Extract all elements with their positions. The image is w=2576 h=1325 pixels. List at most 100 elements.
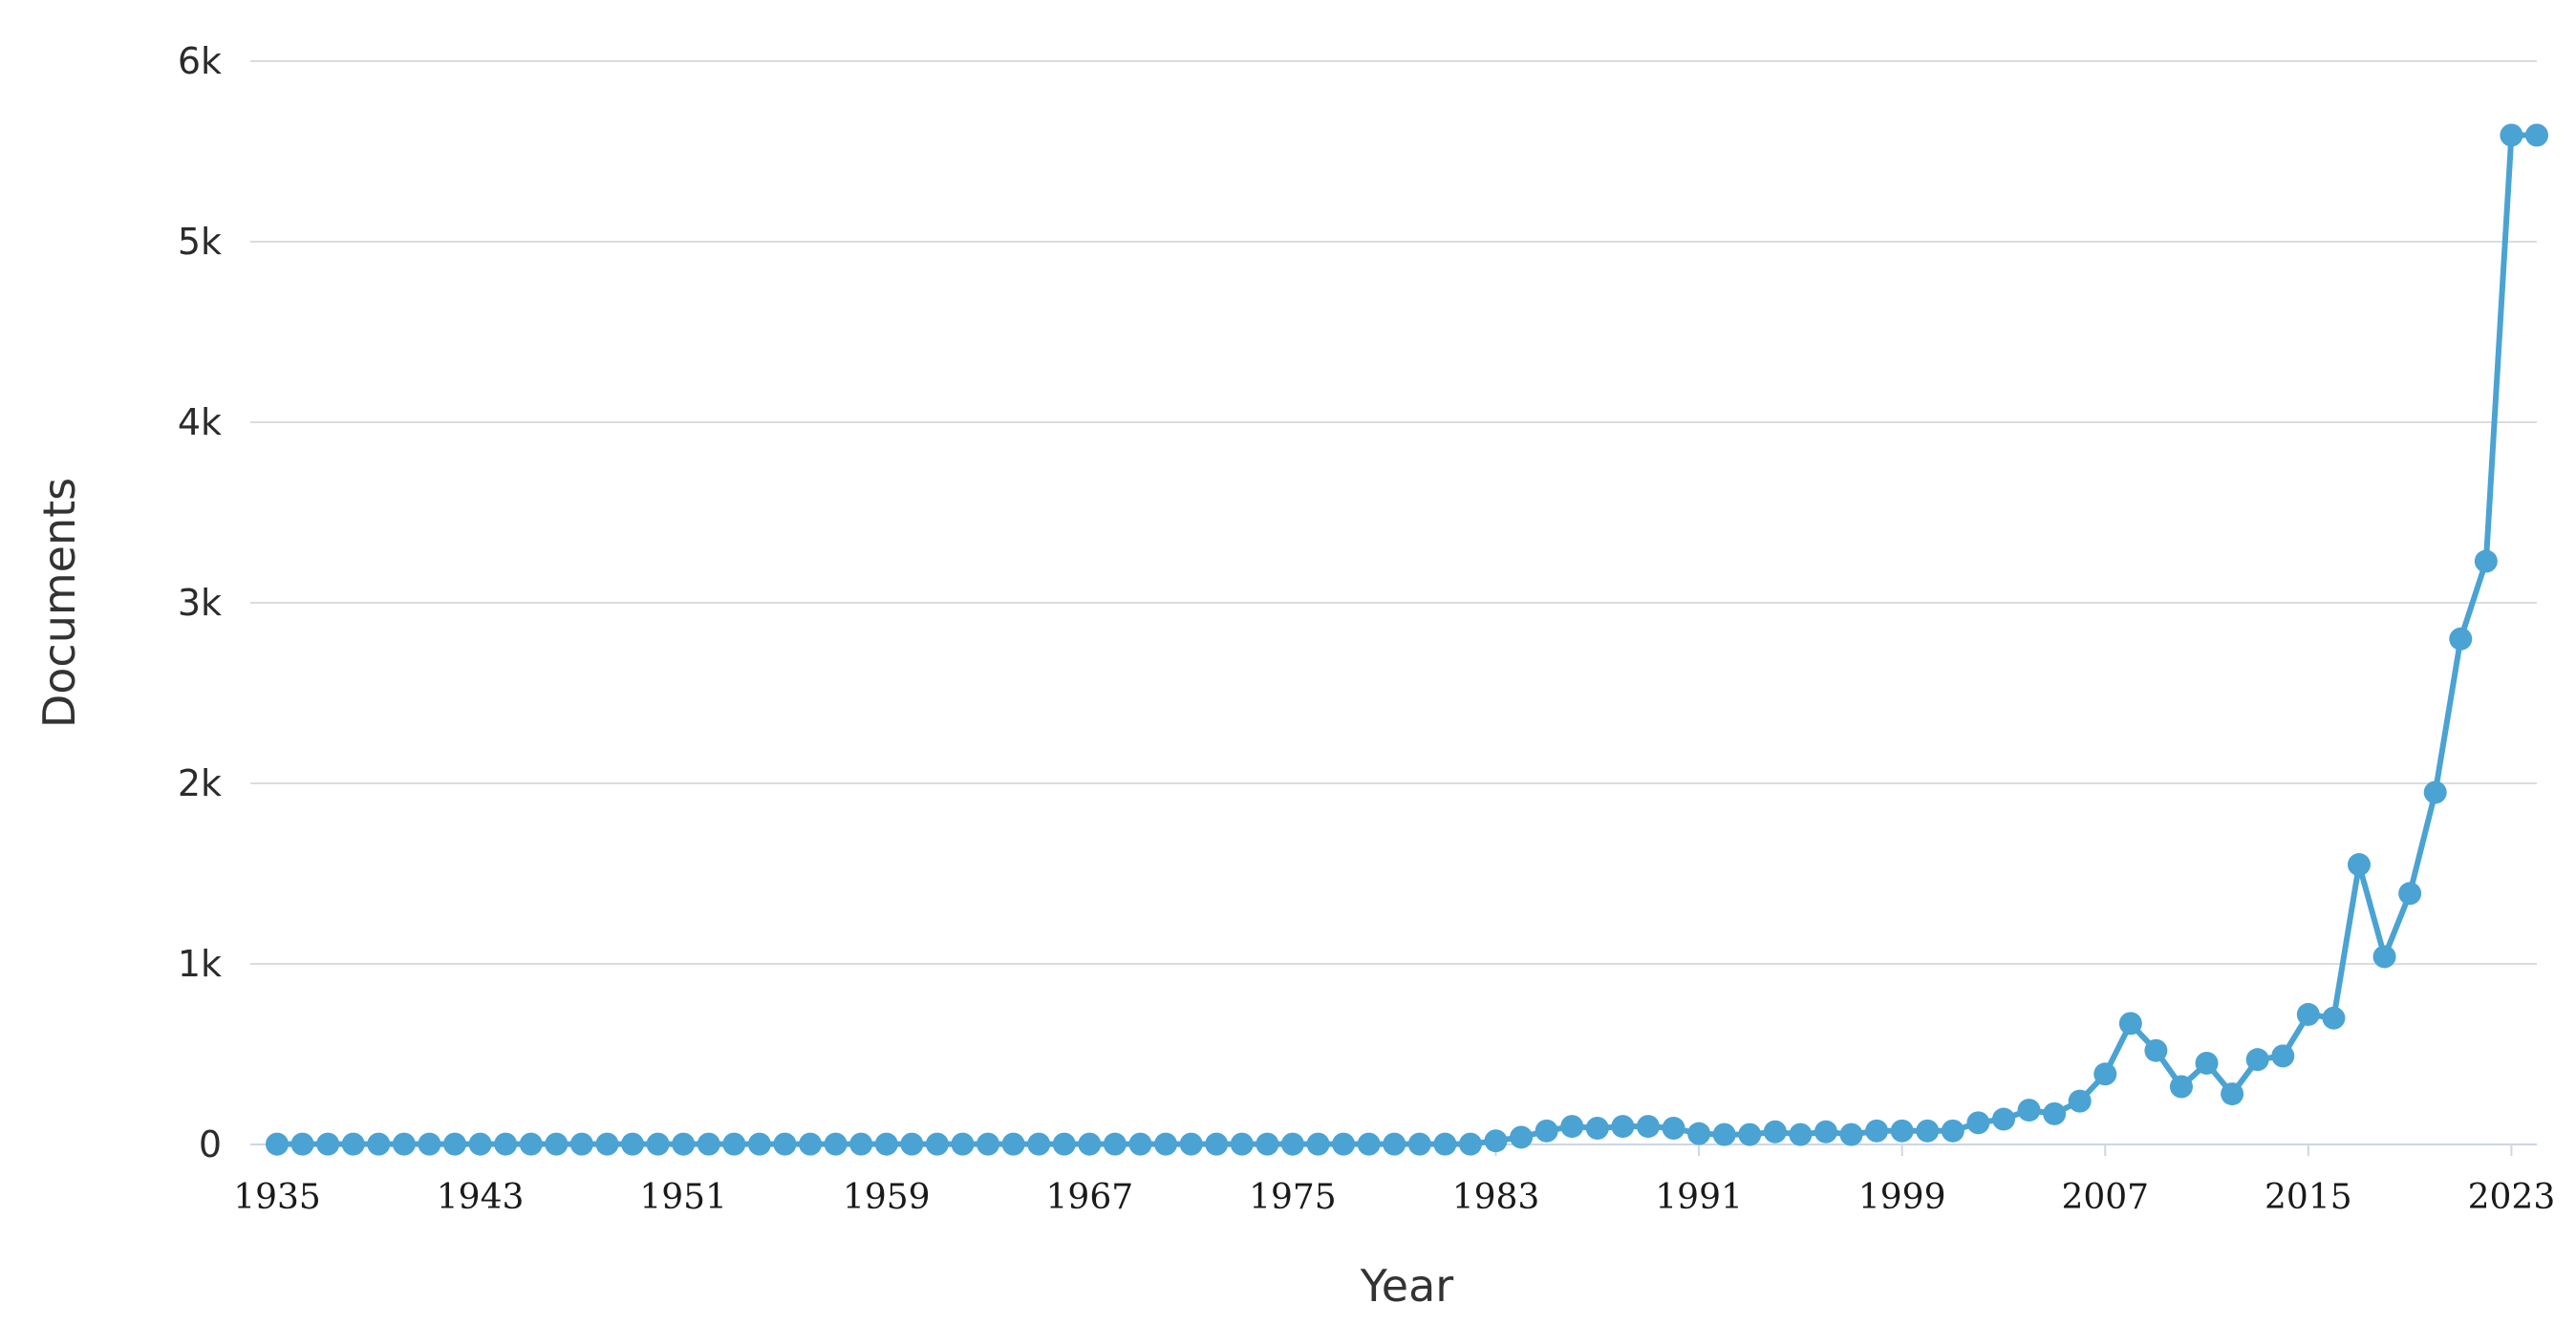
data-point[interactable] [341, 1132, 365, 1156]
data-point[interactable] [1916, 1119, 1940, 1143]
data-point[interactable] [849, 1132, 873, 1156]
data-point[interactable] [2221, 1082, 2244, 1106]
y-tick-label: 4k [178, 401, 222, 443]
data-point[interactable] [1103, 1132, 1127, 1156]
data-point[interactable] [900, 1132, 924, 1156]
data-point[interactable] [621, 1132, 645, 1156]
data-point[interactable] [2043, 1101, 2067, 1125]
data-point[interactable] [1256, 1132, 1279, 1156]
data-point[interactable] [1890, 1119, 1914, 1143]
data-point[interactable] [1484, 1129, 1508, 1153]
data-point[interactable] [290, 1132, 314, 1156]
y-tick-label: 6k [178, 40, 222, 82]
data-point[interactable] [1357, 1132, 1381, 1156]
x-tick-label: 1935 [233, 1178, 321, 1217]
data-point[interactable] [799, 1132, 823, 1156]
data-point[interactable] [1230, 1132, 1254, 1156]
data-point[interactable] [519, 1132, 543, 1156]
data-point[interactable] [1052, 1132, 1076, 1156]
data-point[interactable] [1636, 1115, 1660, 1139]
x-tick-label: 1943 [437, 1178, 525, 1217]
data-point[interactable] [1027, 1132, 1051, 1156]
series-line [277, 132, 2537, 1147]
data-point[interactable] [1763, 1120, 1787, 1143]
data-point[interactable] [1738, 1122, 1762, 1146]
data-point[interactable] [1662, 1116, 1685, 1140]
data-point[interactable] [1560, 1115, 1584, 1139]
data-point[interactable] [1306, 1132, 1330, 1156]
data-point[interactable] [1941, 1119, 1964, 1143]
data-point[interactable] [1078, 1132, 1102, 1156]
data-point[interactable] [1458, 1132, 1482, 1156]
data-point[interactable] [316, 1132, 340, 1156]
data-point[interactable] [1611, 1115, 1635, 1139]
data-point[interactable] [545, 1132, 569, 1156]
data-point[interactable] [773, 1132, 797, 1156]
data-point[interactable] [418, 1132, 441, 1156]
data-point[interactable] [1128, 1132, 1152, 1156]
data-point[interactable] [468, 1132, 492, 1156]
data-point[interactable] [2500, 123, 2523, 147]
data-point[interactable] [595, 1132, 619, 1156]
data-point[interactable] [1991, 1107, 2015, 1131]
data-point[interactable] [2118, 1012, 2142, 1036]
y-tick-label: 2k [178, 762, 222, 804]
data-point[interactable] [2068, 1089, 2092, 1113]
data-point[interactable] [2398, 882, 2422, 906]
data-point[interactable] [2322, 1006, 2346, 1030]
data-point[interactable] [2245, 1048, 2269, 1072]
data-point[interactable] [951, 1132, 975, 1156]
data-point[interactable] [1789, 1122, 1813, 1146]
data-point[interactable] [925, 1132, 949, 1156]
data-point[interactable] [1433, 1132, 1457, 1156]
data-point[interactable] [443, 1132, 467, 1156]
data-point[interactable] [1966, 1111, 1990, 1135]
data-point[interactable] [2195, 1051, 2219, 1075]
y-axis-ticks: 0 1k 2k 3k 4k 5k 6k [178, 40, 222, 1165]
data-point[interactable] [1712, 1122, 1736, 1146]
data-point[interactable] [2474, 549, 2498, 573]
data-point[interactable] [1001, 1132, 1025, 1156]
y-tick-label: 0 [199, 1123, 222, 1165]
data-point[interactable] [2372, 945, 2396, 969]
data-point[interactable] [1383, 1132, 1406, 1156]
x-tick-label: 1967 [1046, 1178, 1134, 1217]
data-point[interactable] [1535, 1119, 1558, 1143]
data-point[interactable] [2093, 1062, 2117, 1086]
data-point[interactable] [722, 1132, 746, 1156]
data-point[interactable] [2525, 123, 2548, 147]
data-point[interactable] [1154, 1132, 1178, 1156]
data-point[interactable] [1510, 1125, 1534, 1149]
data-point[interactable] [1865, 1119, 1889, 1143]
data-point[interactable] [2423, 780, 2447, 804]
data-point[interactable] [1814, 1120, 1837, 1143]
data-point[interactable] [1179, 1132, 1203, 1156]
data-point[interactable] [569, 1132, 593, 1156]
data-point[interactable] [2296, 1002, 2320, 1026]
data-point[interactable] [1839, 1122, 1863, 1146]
data-point[interactable] [747, 1132, 771, 1156]
data-point[interactable] [1687, 1122, 1711, 1145]
data-point[interactable] [1332, 1132, 1356, 1156]
data-point[interactable] [2347, 853, 2371, 877]
data-point[interactable] [1205, 1132, 1229, 1156]
data-point[interactable] [1407, 1132, 1431, 1156]
data-point[interactable] [367, 1132, 391, 1156]
data-point[interactable] [494, 1132, 518, 1156]
data-point[interactable] [2169, 1075, 2193, 1099]
data-point[interactable] [646, 1132, 670, 1156]
data-point[interactable] [2449, 627, 2473, 651]
data-point[interactable] [672, 1132, 696, 1156]
data-point[interactable] [2144, 1038, 2168, 1062]
data-point[interactable] [824, 1132, 848, 1156]
data-point[interactable] [2271, 1044, 2295, 1068]
data-point[interactable] [874, 1132, 898, 1156]
x-tick-label: 1983 [1452, 1178, 1540, 1217]
data-point[interactable] [697, 1132, 720, 1156]
data-point[interactable] [977, 1132, 1000, 1156]
data-point[interactable] [1280, 1132, 1304, 1156]
data-point[interactable] [392, 1132, 416, 1156]
data-point[interactable] [2017, 1099, 2041, 1122]
data-point[interactable] [1585, 1116, 1609, 1140]
data-point[interactable] [266, 1132, 289, 1156]
